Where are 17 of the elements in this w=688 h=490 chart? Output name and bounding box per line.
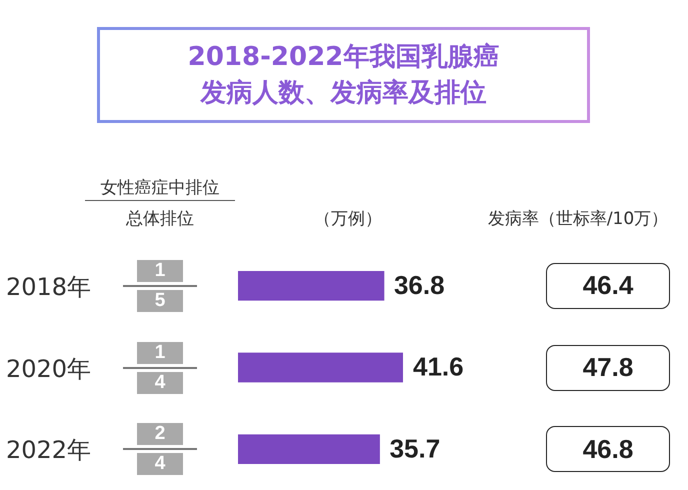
rank-fraction: 1 4 [123,342,197,394]
data-label: 35.7 [390,433,440,464]
text: 47.8 [546,344,670,390]
text: 女性癌症中排位 [100,177,220,199]
text: 总体排位 [126,208,194,230]
data-label: 41.6 [413,352,464,382]
rank-fraction: 2 4 [123,423,197,476]
y-tick-label: 2018年 [6,272,92,303]
y-tick-label: 2022年 [6,435,92,466]
data-label: 36.8 [394,270,445,300]
y-tick-label: 2020年 [6,354,92,384]
chart-title: 2018-2022年我国乳腺癌发病人数、发病率及排位 [186,41,500,110]
text: （万例） [314,208,382,230]
text: 46.4 [546,262,670,309]
text: 46.8 [546,426,670,472]
rank-fraction: 1 5 [123,260,197,312]
text: 发病率（世标率/10万） [488,208,668,230]
